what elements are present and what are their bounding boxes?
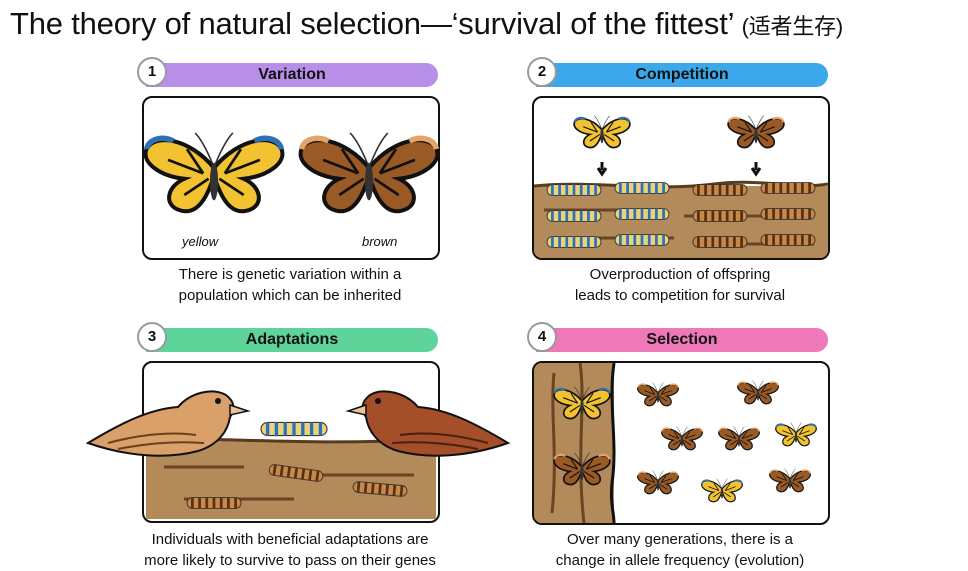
panel-adaptations: Adaptations 3 Individuals with beneficia…: [85, 322, 511, 569]
bird-left-icon: [85, 390, 251, 457]
caption-line: more likely to survive to pass on their …: [144, 552, 436, 569]
brown-butterfly-icon: [301, 133, 438, 211]
selection-image: [534, 363, 818, 523]
caption-line: Over many generations, there is a: [567, 531, 793, 548]
header-competition: Competition: [536, 63, 828, 87]
caption-line: population which can be inherited: [178, 287, 402, 304]
heading-adaptations: Adaptations: [245, 331, 339, 348]
heading-selection: Selection: [646, 331, 718, 348]
heading-variation: Variation: [258, 66, 326, 83]
competition-image: [534, 114, 828, 258]
header-variation: Variation: [146, 63, 438, 87]
step-number-1: 1: [137, 57, 167, 87]
panel-competition: Competition 2 Overproduction of offspri: [527, 57, 830, 310]
step-number-3: 3: [137, 322, 167, 352]
panel-variation: Variation 1 yellow brown There is geneti…: [137, 57, 440, 310]
bird-right-icon: [345, 390, 511, 457]
yellow-butterfly-icon: [573, 114, 631, 149]
caption-variation: There is genetic variation within a popu…: [140, 264, 440, 306]
illustration-selection: [532, 361, 830, 525]
label-yellow: yellow: [182, 234, 219, 249]
caption-line: change in allele frequency (evolution): [555, 552, 805, 569]
caption-line: Overproduction of offspring: [589, 266, 771, 283]
panel-selection: Selection 4 Over many generations, there…: [527, 322, 830, 571]
title-main: The theory of natural selection—‘surviva…: [10, 6, 734, 41]
illustration-variation: yellow brown: [142, 96, 440, 260]
brown-butterfly-icon: [727, 114, 785, 149]
yellow-butterfly-icon: [146, 133, 283, 211]
caption-line: There is genetic variation within a: [178, 266, 402, 283]
title-chinese: (适者生存): [741, 14, 844, 39]
caption-competition: Overproduction of offspring leads to com…: [530, 264, 830, 306]
heading-competition: Competition: [635, 66, 729, 83]
label-brown: brown: [362, 234, 398, 249]
header-adaptations: Adaptations: [146, 328, 438, 352]
header-selection: Selection: [536, 328, 828, 352]
illustration-competition: [532, 96, 830, 260]
step-number-2: 2: [527, 57, 557, 87]
caption-selection: Over many generations, there is a change…: [530, 529, 830, 571]
caption-line: leads to competition for survival: [574, 287, 786, 304]
caption-line: Individuals with beneficial adaptations …: [151, 531, 429, 548]
page-title: The theory of natural selection—‘surviva…: [10, 6, 843, 42]
caption-adaptations: Individuals with beneficial adaptations …: [130, 529, 450, 571]
step-number-4: 4: [527, 322, 557, 352]
